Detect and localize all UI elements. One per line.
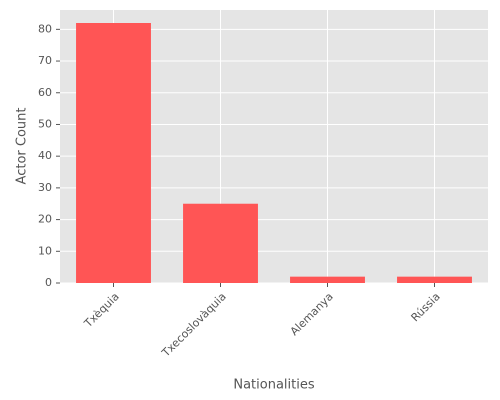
bar	[183, 203, 258, 283]
y-tick-label: 70	[38, 54, 52, 67]
y-tick-label: 0	[45, 276, 52, 289]
y-tick-label: 50	[38, 117, 52, 130]
x-tick-label: Rússia	[409, 290, 443, 324]
x-tick-label: Txecoslovàquia	[159, 290, 229, 360]
y-tick-label: 60	[38, 86, 52, 99]
y-tick-label: 80	[38, 22, 52, 35]
y-axis-title: Actor Count	[15, 108, 30, 185]
x-axis-title: Nationalities	[233, 378, 314, 393]
bar	[397, 276, 472, 283]
y-tick-label: 10	[38, 244, 52, 257]
bar	[76, 23, 151, 283]
y-tick-label: 30	[38, 181, 52, 194]
y-tick-label: 20	[38, 213, 52, 226]
x-tick-label: Txèquia	[81, 290, 122, 331]
x-tick-label: Alemanya	[288, 290, 336, 338]
y-tick-label: 40	[38, 149, 52, 162]
bar	[290, 276, 365, 283]
